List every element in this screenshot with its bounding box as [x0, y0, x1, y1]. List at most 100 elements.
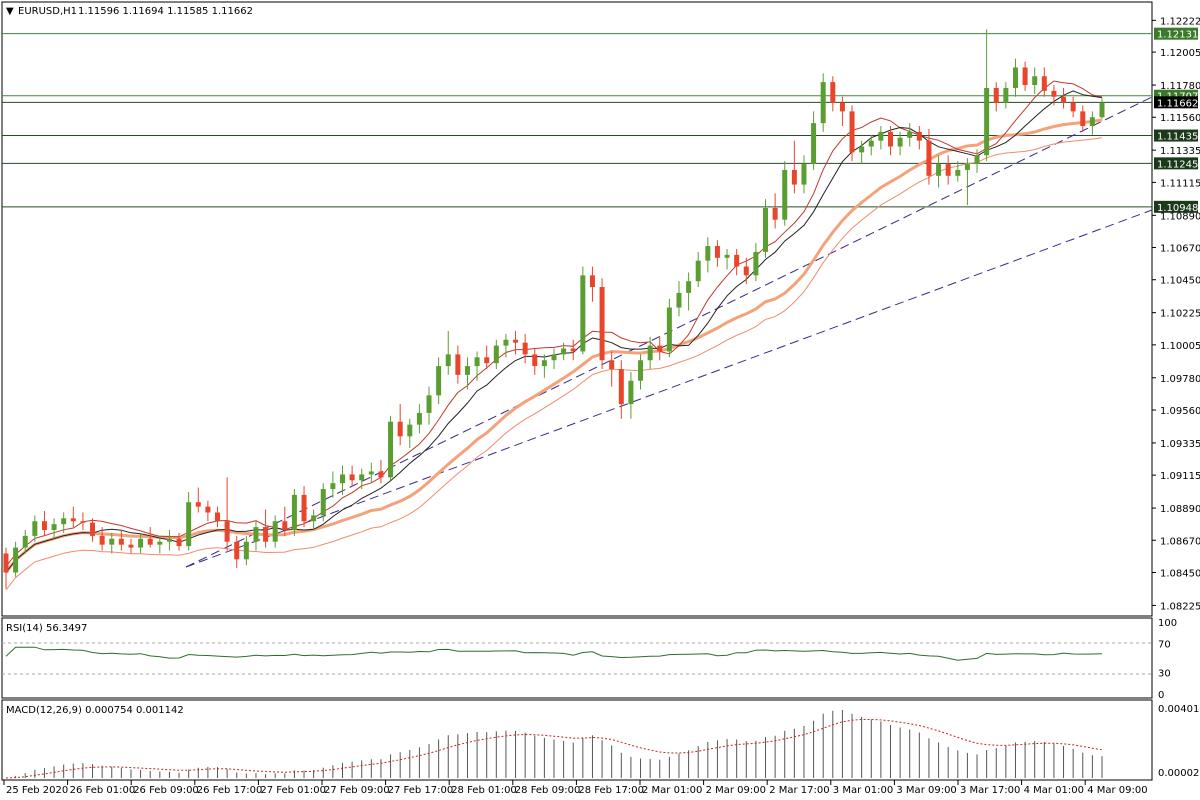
candle-body [109, 538, 115, 545]
price-tick-label: 1.08450 [1160, 568, 1200, 579]
time-tick-label: 26 Feb 09:00 [133, 785, 199, 796]
level-price-tag [1154, 96, 1198, 109]
candle-body [253, 527, 259, 542]
candle-body [291, 494, 297, 531]
rsi-line [5, 646, 1103, 661]
rsi-tick-label: 70 [1158, 640, 1171, 651]
candle-body [224, 521, 230, 542]
candle-body [243, 541, 249, 560]
candle-body [734, 254, 740, 267]
time-tick-label: 28 Feb 09:00 [515, 785, 581, 796]
candle-body [897, 137, 903, 147]
macd-panel[interactable] [1, 699, 1153, 781]
candle-body [772, 208, 778, 220]
time-tick-label: 28 Feb 01:00 [451, 785, 517, 796]
candle-body [714, 246, 720, 258]
level-price-label: 1.11245 [1157, 159, 1198, 170]
time-tick-label: 4 Mar 09:00 [1087, 785, 1147, 796]
price-tick-label: 1.09115 [1160, 471, 1200, 482]
rsi-tick-label: 100 [1158, 618, 1177, 629]
rsi-label: RSI(14) 56.3497 [6, 623, 87, 634]
level-price-tag [1154, 129, 1198, 142]
candle-body [676, 292, 682, 308]
time-tick-label: 27 Feb 09:00 [324, 785, 390, 796]
candle-body [522, 342, 528, 355]
candle-body [859, 146, 865, 153]
price-tick-label: 1.08225 [1160, 601, 1200, 612]
candle-body [32, 521, 38, 536]
price-panel[interactable] [1, 1, 1153, 617]
candle-body [359, 474, 365, 481]
price-tick-label: 1.11780 [1160, 81, 1200, 92]
candle-body [984, 87, 990, 156]
candle-body [41, 521, 47, 531]
candle-body [205, 506, 211, 513]
candle-body [3, 553, 9, 573]
level-price-tag [1154, 27, 1198, 40]
candle-body [272, 521, 278, 542]
candle-body [618, 369, 624, 405]
candle-body [541, 360, 547, 367]
candle-body [561, 348, 567, 355]
level-price-label: 1.11435 [1157, 132, 1198, 143]
time-tick-label: 3 Mar 01:00 [833, 785, 893, 796]
candle-body [695, 260, 701, 282]
candle-body [1089, 117, 1095, 127]
price-tick-label: 1.08890 [1160, 504, 1200, 515]
price-tick-label: 1.11335 [1160, 146, 1200, 157]
price-tick-label: 1.10890 [1160, 211, 1200, 222]
candle-body [589, 275, 595, 288]
candle-body [820, 82, 826, 124]
candle-body [368, 471, 374, 475]
price-tick-label: 1.10005 [1160, 341, 1200, 352]
candle-body [445, 354, 451, 367]
candle-body [705, 246, 711, 261]
candle-body [339, 474, 345, 484]
candle-body [936, 164, 942, 176]
candle-body [397, 421, 403, 437]
candle-body [1061, 96, 1067, 103]
candle-body [753, 251, 759, 276]
price-tick-label: 1.12222 [1160, 16, 1200, 27]
price-tick-label: 1.10670 [1160, 244, 1200, 255]
candle-body [80, 521, 86, 523]
candle-body [993, 87, 999, 103]
candle-body [551, 354, 557, 361]
level-price-tag [1154, 200, 1198, 213]
candle-body [128, 544, 134, 548]
candle-body [320, 489, 326, 516]
candle-body [378, 471, 384, 478]
price-tick-label: 1.12005 [1160, 48, 1200, 59]
candle-body [532, 354, 538, 367]
candle-body [657, 345, 663, 352]
candle-body [455, 354, 461, 375]
candle-body [61, 518, 67, 525]
candle-body [118, 538, 124, 545]
candle-body [311, 515, 317, 522]
macd-tick-label: 0.004013 [1158, 704, 1200, 715]
time-tick-label: 3 Mar 09:00 [896, 785, 956, 796]
price-tick-label: 1.11115 [1160, 178, 1200, 189]
time-tick-label: 2 Mar 17:00 [769, 785, 829, 796]
candle-body [1080, 111, 1086, 127]
candle-body [743, 266, 749, 276]
candle-body [464, 366, 470, 375]
candle-body [51, 524, 57, 531]
dropdown-triangle-icon[interactable]: ▼ [6, 6, 14, 17]
rsi-axis: 100 70 30 0 [1158, 618, 1177, 701]
candle-body [849, 111, 855, 153]
candle-body [1051, 90, 1057, 97]
candle-body [388, 421, 394, 478]
candle-body [166, 538, 172, 542]
candle-body [811, 123, 817, 165]
candle-body [782, 169, 788, 220]
time-tick-label: 28 Feb 17:00 [578, 785, 644, 796]
candle-body [955, 169, 961, 176]
time-tick-label: 4 Mar 01:00 [1024, 785, 1084, 796]
ma-lower-band-line [5, 137, 1103, 591]
rsi-panel[interactable] [1, 617, 1153, 699]
macd-histogram [15, 710, 1103, 778]
candle-body [22, 535, 28, 548]
